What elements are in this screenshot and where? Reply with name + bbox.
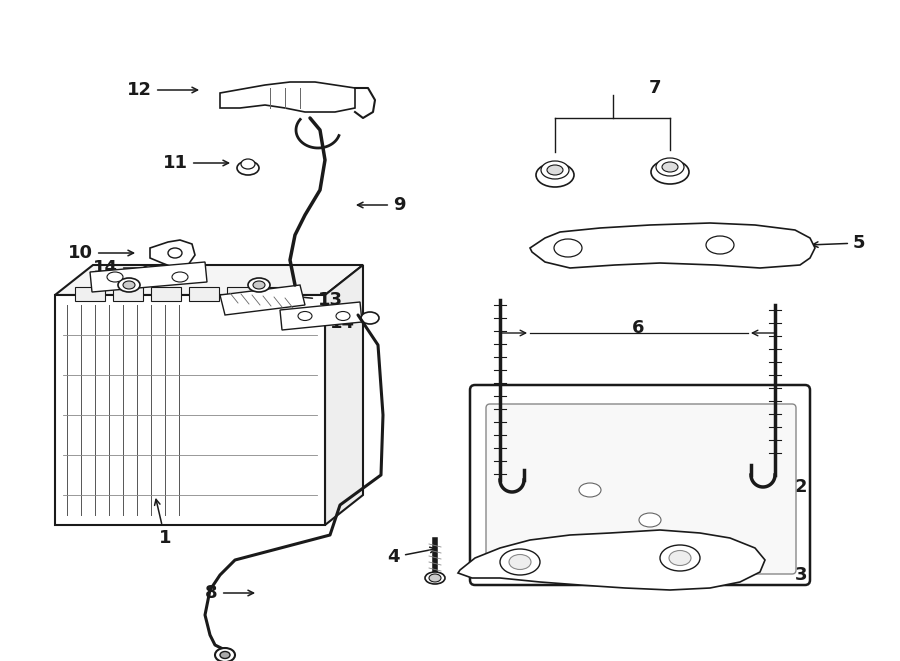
Ellipse shape bbox=[706, 236, 734, 254]
Text: 10: 10 bbox=[68, 244, 133, 262]
Bar bbox=[189, 287, 219, 301]
Text: 9: 9 bbox=[357, 196, 406, 214]
Ellipse shape bbox=[298, 311, 312, 321]
Ellipse shape bbox=[547, 165, 563, 175]
Text: 7: 7 bbox=[649, 79, 662, 97]
Text: 14: 14 bbox=[300, 314, 355, 332]
Ellipse shape bbox=[656, 158, 684, 176]
Bar bbox=[55, 295, 325, 525]
Polygon shape bbox=[55, 265, 363, 295]
Ellipse shape bbox=[336, 311, 350, 321]
FancyBboxPatch shape bbox=[486, 404, 796, 574]
Ellipse shape bbox=[237, 161, 259, 175]
Ellipse shape bbox=[662, 162, 678, 172]
Ellipse shape bbox=[107, 272, 123, 282]
Ellipse shape bbox=[248, 278, 270, 292]
Text: 14: 14 bbox=[93, 259, 148, 277]
Ellipse shape bbox=[220, 652, 230, 658]
Ellipse shape bbox=[123, 281, 135, 289]
Ellipse shape bbox=[361, 312, 379, 324]
Polygon shape bbox=[280, 302, 362, 330]
Bar bbox=[75, 287, 105, 301]
Ellipse shape bbox=[669, 551, 691, 566]
Text: 1: 1 bbox=[155, 499, 171, 547]
Ellipse shape bbox=[500, 549, 540, 575]
Ellipse shape bbox=[172, 272, 188, 282]
Text: 5: 5 bbox=[813, 234, 866, 252]
Polygon shape bbox=[458, 530, 765, 590]
Ellipse shape bbox=[425, 572, 445, 584]
Ellipse shape bbox=[118, 278, 140, 292]
Bar bbox=[265, 287, 295, 301]
Polygon shape bbox=[90, 262, 207, 292]
FancyBboxPatch shape bbox=[470, 385, 810, 585]
Polygon shape bbox=[325, 265, 363, 525]
Bar bbox=[227, 287, 257, 301]
Text: 3: 3 bbox=[756, 564, 807, 584]
Text: 6: 6 bbox=[632, 319, 644, 337]
Ellipse shape bbox=[554, 239, 582, 257]
Ellipse shape bbox=[536, 163, 574, 187]
Ellipse shape bbox=[660, 545, 700, 571]
Ellipse shape bbox=[215, 648, 235, 661]
Polygon shape bbox=[220, 285, 305, 315]
Ellipse shape bbox=[541, 161, 569, 179]
Ellipse shape bbox=[241, 159, 255, 169]
Polygon shape bbox=[150, 240, 195, 268]
Text: 11: 11 bbox=[163, 154, 229, 172]
Ellipse shape bbox=[429, 574, 441, 582]
Bar bbox=[113, 287, 143, 301]
Text: 12: 12 bbox=[127, 81, 197, 99]
Ellipse shape bbox=[579, 483, 601, 497]
Bar bbox=[151, 287, 181, 301]
Polygon shape bbox=[530, 223, 815, 268]
Ellipse shape bbox=[253, 281, 265, 289]
Text: 8: 8 bbox=[205, 584, 254, 602]
Ellipse shape bbox=[168, 248, 182, 258]
Text: 4: 4 bbox=[388, 547, 436, 566]
Text: 2: 2 bbox=[761, 478, 807, 496]
Ellipse shape bbox=[639, 513, 661, 527]
Polygon shape bbox=[220, 82, 355, 112]
Text: 13: 13 bbox=[284, 291, 343, 309]
Ellipse shape bbox=[509, 555, 531, 570]
Ellipse shape bbox=[651, 160, 689, 184]
